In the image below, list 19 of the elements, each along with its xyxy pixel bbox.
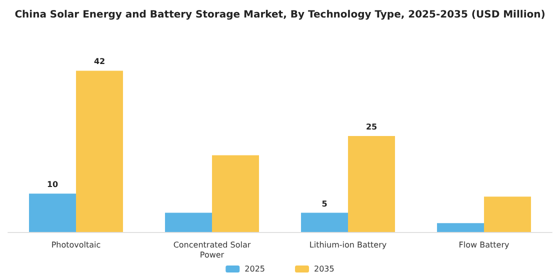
bar <box>348 136 395 232</box>
legend-label: 2025 <box>244 264 265 274</box>
x-tick-label: Concentrated Solar Power <box>173 240 252 260</box>
x-tick-label: Flow Battery <box>458 240 510 250</box>
chart-title: China Solar Energy and Battery Storage Market, By Technology Type, 2025-2035 (USD Million) <box>14 10 546 20</box>
legend-label: 2035 <box>314 264 334 274</box>
bar <box>165 212 212 232</box>
bar <box>29 194 76 232</box>
data-label: 10 <box>46 180 58 190</box>
bar <box>76 70 123 232</box>
data-label: 42 <box>94 57 106 66</box>
x-tick-label: Photovoltaic <box>51 240 101 250</box>
data-label: 25 <box>366 122 378 132</box>
data-label: 5 <box>322 199 328 208</box>
bar <box>301 212 348 232</box>
x-tick-label: Lithium-ion Battery <box>309 240 387 250</box>
bar <box>484 196 531 232</box>
bar <box>212 155 259 232</box>
bar <box>437 223 484 232</box>
